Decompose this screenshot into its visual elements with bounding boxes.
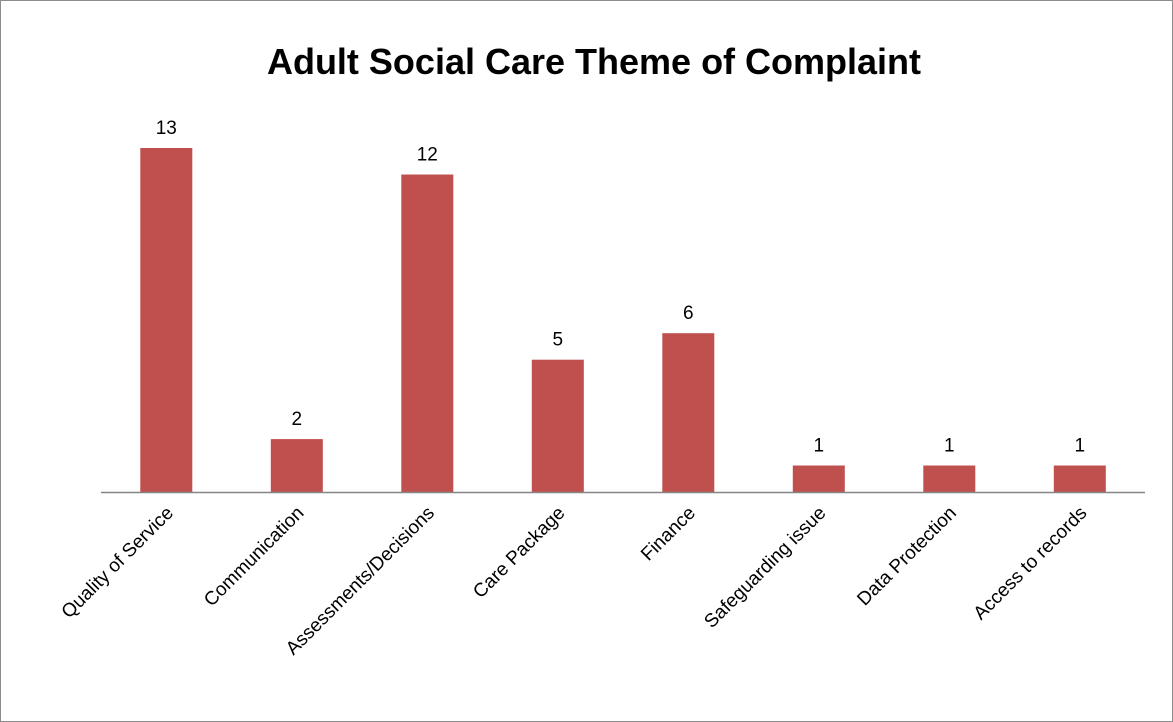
bars-layer: [140, 148, 1106, 492]
x-tick-label-quality-of-service: Quality of Service: [58, 503, 178, 623]
data-label-assessments-decisions: 12: [417, 145, 438, 166]
bar-data-protection: [923, 465, 976, 492]
data-label-communication: 2: [292, 409, 303, 430]
x-tick-labels-layer: Quality of Service CommunicationAssessmen…: [58, 503, 1092, 660]
x-tick-label-access-to-records: Access to records: [970, 503, 1092, 625]
bar-quality-of-service: [140, 148, 193, 492]
data-label-care-package: 5: [553, 330, 564, 351]
x-tick-label-safeguarding-issue: Safeguarding issue: [700, 503, 830, 633]
bar-safeguarding-issue: [792, 465, 845, 492]
data-label-safeguarding-issue: 1: [814, 436, 825, 457]
bar-care-package: [531, 359, 584, 492]
bar-communication: [270, 439, 323, 492]
x-tick-label-assessments-decisions: Assessments/Decisions: [282, 503, 439, 660]
data-label-data-protection: 1: [944, 436, 955, 457]
data-label-finance: 6: [683, 303, 694, 324]
x-tick-label-finance: Finance: [637, 503, 700, 566]
bar-finance: [662, 333, 715, 492]
data-label-access-to-records: 1: [1075, 436, 1086, 457]
bar-access-to-records: [1053, 465, 1106, 492]
x-tick-label-communication: Communication: [200, 503, 308, 611]
x-tick-label-data-protection: Data Protection: [853, 503, 960, 610]
x-tick-label-care-package: Care Package: [469, 503, 569, 603]
data-label-quality-of-service: 13: [156, 118, 177, 139]
chart-title: Adult Social Care Theme of Complaint: [267, 41, 921, 82]
data-labels-layer: 13 2 12 5 6 1 1 1: [156, 118, 1085, 457]
bar-assessments-decisions: [401, 174, 454, 492]
